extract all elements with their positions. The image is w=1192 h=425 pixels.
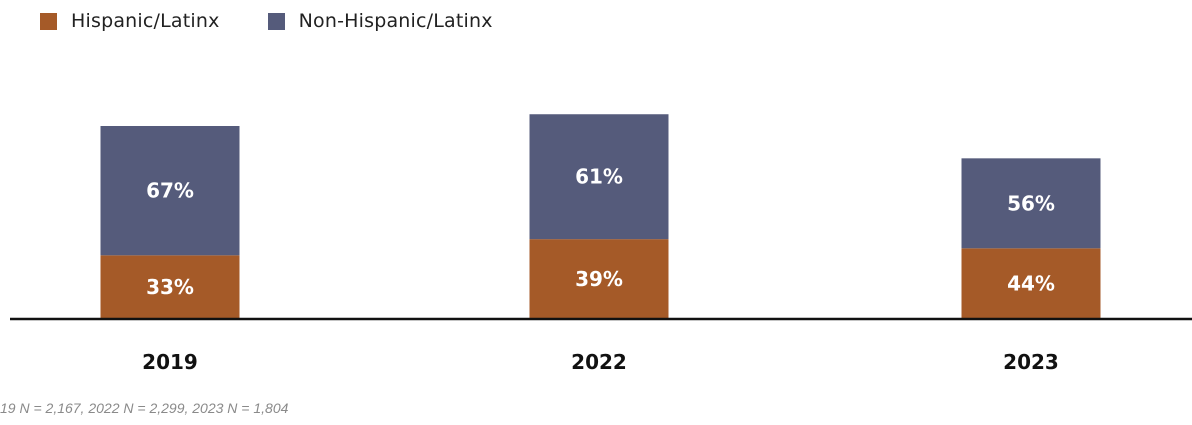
- data-label-hispanic-2022: 39%: [575, 267, 623, 291]
- bar-hispanic-2023: [961, 248, 1101, 319]
- bar-hispanic-2022: [529, 239, 669, 319]
- bar-non-hispanic-2019: [100, 126, 240, 256]
- legend-item-hispanic: Hispanic/Latinx: [40, 10, 220, 32]
- data-label-non-hispanic-2023: 56%: [1007, 191, 1055, 215]
- sample-size-footnote: 19 N = 2,167, 2022 N = 2,299, 2023 N = 1…: [0, 400, 289, 416]
- legend-item-non-hispanic: Non-Hispanic/Latinx: [267, 10, 493, 32]
- bar-non-hispanic-2023: [961, 158, 1101, 249]
- x-tick-label-2022: 2022: [571, 350, 627, 374]
- legend: Hispanic/Latinx Non-Hispanic/Latinx: [40, 6, 541, 36]
- data-label-hispanic-2019: 33%: [146, 275, 194, 299]
- data-label-non-hispanic-2022: 61%: [575, 165, 623, 189]
- bar-hispanic-2019: [100, 255, 240, 319]
- x-tick-label-2023: 2023: [1003, 350, 1059, 374]
- legend-label-hispanic: Hispanic/Latinx: [71, 10, 220, 32]
- data-label-non-hispanic-2019: 67%: [146, 179, 194, 203]
- data-label-hispanic-2023: 44%: [1007, 272, 1055, 296]
- x-tick-label-2019: 2019: [142, 350, 198, 374]
- legend-swatch-hispanic: [40, 12, 57, 30]
- bar-non-hispanic-2022: [529, 114, 669, 240]
- legend-label-non-hispanic: Non-Hispanic/Latinx: [298, 10, 493, 32]
- legend-swatch-non-hispanic: [267, 12, 285, 30]
